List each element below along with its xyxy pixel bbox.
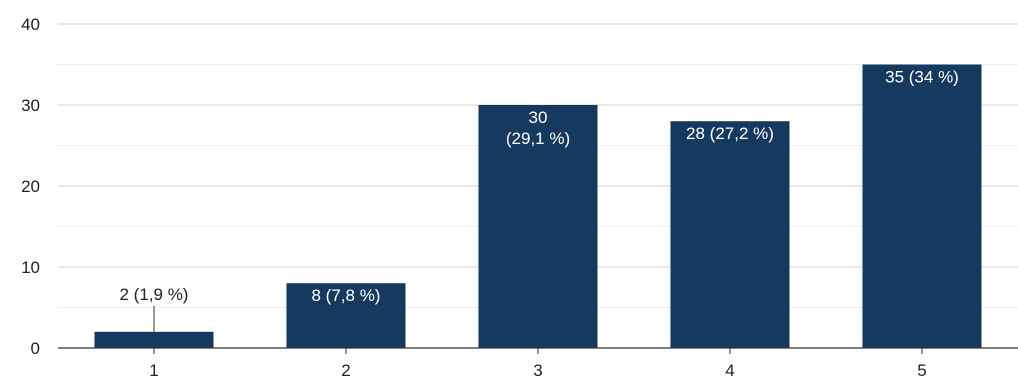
y-tick-label: 40 [21,15,40,34]
data-label: 2 (1,9 %) [120,285,189,304]
data-label: 8 (7,8 %) [312,286,381,305]
bar [478,105,598,348]
y-tick-label: 20 [21,177,40,196]
x-tick-label: 4 [725,361,734,380]
bar [670,121,790,348]
bar [94,331,214,348]
x-tick-label: 5 [917,361,926,380]
bar [286,283,406,348]
data-label: 28 (27,2 %) [686,124,774,143]
y-tick-label: 10 [21,258,40,277]
data-labels: 2 (1,9 %) 8 (7,8 %) 30 (29,1 %) 28 (27,2 %) 3… [120,68,959,332]
bar [862,64,982,348]
data-label: 30 [529,108,548,127]
axes: 0 10 20 30 40 1 2 3 4 5 [21,15,1018,380]
x-tick-label: 3 [533,361,542,380]
x-tick-label: 1 [149,361,158,380]
x-tick-label: 2 [341,361,350,380]
y-tick-label: 0 [31,339,40,358]
data-label: 35 (34 %) [885,68,959,87]
bars [94,64,982,348]
y-tick-label: 30 [21,96,40,115]
data-label: (29,1 %) [506,129,570,148]
